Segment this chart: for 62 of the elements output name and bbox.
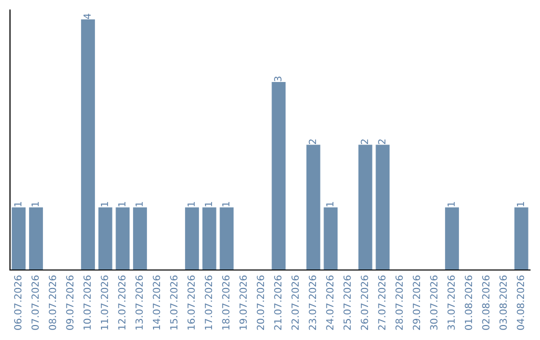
- data-label: 2: [378, 139, 386, 144]
- bar: [220, 207, 234, 270]
- x-tick-label: 18.07.2026: [222, 275, 230, 330]
- bar: [98, 207, 112, 270]
- x-tick-label: 20.07.2026: [256, 275, 264, 330]
- x-tick-label: 08.07.2026: [48, 275, 56, 330]
- x-tick-label: 24.07.2026: [326, 275, 334, 330]
- x-tick-label: 11.07.2026: [100, 275, 108, 330]
- data-label: 3: [274, 76, 282, 82]
- x-tick-label: 07.07.2026: [31, 275, 39, 330]
- bar: [324, 207, 338, 270]
- x-tick-label: 31.07.2026: [447, 275, 455, 330]
- data-label: 2: [308, 139, 316, 144]
- x-tick-label: 17.07.2026: [204, 275, 212, 330]
- data-label: 1: [136, 202, 143, 206]
- bar: [202, 207, 216, 270]
- x-tick-label: 26.07.2026: [360, 275, 368, 330]
- x-tick-label: 19.07.2026: [239, 275, 247, 330]
- bar: [376, 144, 390, 270]
- bar: [185, 207, 199, 270]
- data-label: 1: [326, 202, 334, 206]
- x-tick-label: 23.07.2026: [308, 275, 316, 330]
- x-tick-label: 27.07.2026: [378, 275, 386, 330]
- x-tick-label: 06.07.2026: [14, 275, 22, 330]
- bar: [272, 82, 286, 270]
- x-tick-label: 09.07.2026: [66, 275, 74, 330]
- data-label: 1: [448, 202, 455, 206]
- x-tick-label: 03.08.2026: [499, 275, 507, 330]
- bar: [514, 207, 528, 270]
- x-tick-label: 16.07.2026: [187, 275, 195, 330]
- x-tick-label: 04.08.2026: [516, 275, 524, 330]
- bar: [81, 19, 95, 270]
- data-label: 1: [100, 202, 108, 206]
- data-label: 4: [84, 14, 91, 19]
- x-tick-label: 15.07.2026: [170, 275, 178, 330]
- x-tick-label: 30.07.2026: [430, 275, 438, 330]
- data-label: 1: [222, 202, 230, 206]
- bar: [358, 144, 372, 270]
- bar: [445, 207, 459, 270]
- bar: [29, 207, 43, 270]
- x-tick-label: 13.07.2026: [135, 275, 143, 330]
- data-label: 1: [118, 202, 126, 206]
- x-tick-label: 12.07.2026: [118, 275, 126, 330]
- bar: [116, 207, 130, 270]
- x-tick-label: 10.07.2026: [83, 275, 91, 330]
- x-tick-label: 29.07.2026: [412, 275, 420, 330]
- x-tick-label: 21.07.2026: [274, 275, 282, 330]
- data-label: 1: [14, 202, 22, 206]
- bar: [12, 207, 26, 270]
- x-tick-label: 14.07.2026: [152, 275, 160, 330]
- data-label: 1: [204, 202, 212, 206]
- data-label: 1: [516, 202, 524, 206]
- x-tick-label: 22.07.2026: [291, 275, 299, 330]
- data-label: 2: [360, 139, 368, 144]
- data-label: 1: [188, 202, 195, 206]
- x-tick-label: 02.08.2026: [482, 275, 490, 330]
- data-label: 1: [32, 202, 39, 206]
- bar: [306, 144, 320, 270]
- x-tick-label: 28.07.2026: [395, 275, 403, 330]
- bar: [133, 207, 147, 270]
- x-tick-label: 01.08.2026: [464, 275, 472, 330]
- x-tick-label: 25.07.2026: [343, 275, 351, 330]
